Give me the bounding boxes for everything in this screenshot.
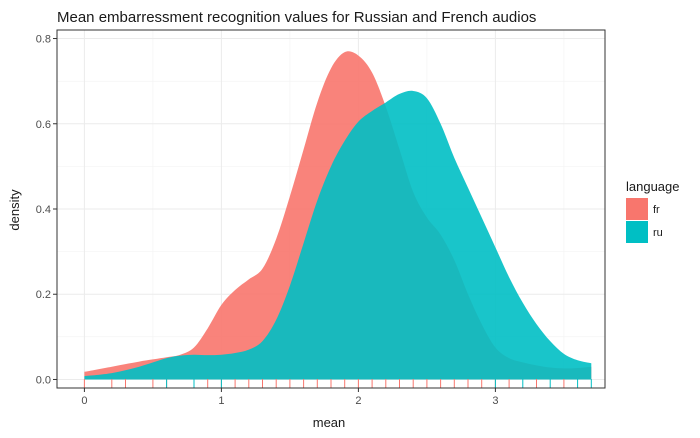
x-tick-label: 3 bbox=[492, 395, 498, 407]
x-axis: 0 1 2 3 bbox=[81, 388, 498, 407]
y-tick-label: 0.2 bbox=[36, 289, 51, 301]
y-tick-label: 0.6 bbox=[36, 119, 51, 131]
y-tick-label: 0.4 bbox=[36, 204, 51, 216]
chart-title: Mean embarressment recognition values fo… bbox=[57, 9, 536, 26]
legend-label-ru: ru bbox=[653, 227, 663, 239]
density-areas bbox=[84, 51, 592, 380]
x-tick-label: 1 bbox=[218, 395, 224, 407]
legend-key-fr bbox=[626, 198, 648, 220]
x-tick-label: 0 bbox=[81, 395, 87, 407]
legend-label-fr: fr bbox=[653, 204, 660, 216]
x-tick-label: 2 bbox=[355, 395, 361, 407]
y-tick-label: 0.0 bbox=[36, 374, 51, 386]
density-area-ru bbox=[84, 90, 592, 380]
y-axis: 0.0 0.2 0.4 0.6 0.8 bbox=[36, 34, 57, 386]
y-axis-title: density bbox=[7, 189, 22, 231]
legend: language fr ru bbox=[626, 179, 680, 243]
x-axis-title: mean bbox=[313, 415, 346, 430]
legend-key-ru bbox=[626, 221, 648, 243]
legend-title: language bbox=[626, 179, 680, 194]
y-tick-label: 0.8 bbox=[36, 34, 51, 46]
rug-marks bbox=[83, 379, 592, 388]
